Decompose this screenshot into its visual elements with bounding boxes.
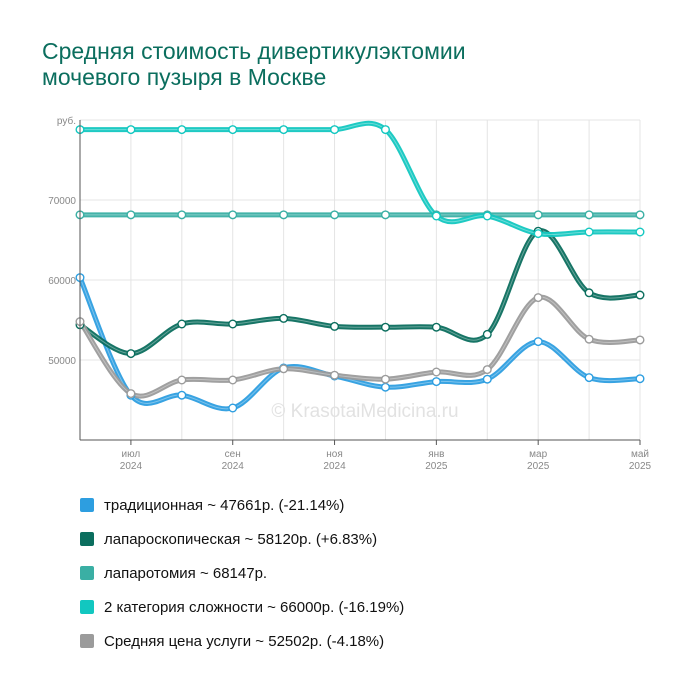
series-5-point: [228, 375, 238, 385]
series-3-point: [380, 210, 390, 220]
chart-title-line-2: мочевого пузыря в Москве: [42, 64, 327, 90]
series-2-point: [635, 290, 645, 300]
series-2-point: [431, 322, 441, 332]
series-1-point: [380, 382, 390, 392]
series-3-point: [635, 210, 645, 220]
legend-item-5: Средняя цена услуги ~ 52502р. (-4.18%): [80, 624, 680, 658]
grid-layer: [79, 119, 641, 440]
series-5-point: [126, 389, 136, 399]
series-3-point: [533, 210, 543, 220]
y-tick-label: 50000: [48, 356, 76, 367]
series-3-point: [279, 210, 289, 220]
legend-item-1: традиционная ~ 47661р. (-21.14%): [80, 488, 680, 522]
x-tick-label-month: сен: [225, 449, 241, 460]
series-2-point: [126, 349, 136, 359]
series-4-point: [584, 227, 594, 237]
series-5-point: [279, 364, 289, 374]
series-2-point: [584, 288, 594, 298]
series-2-point: [482, 329, 492, 339]
series-1-point: [635, 374, 645, 384]
series-3-point: [126, 210, 136, 220]
series-5-line: [77, 294, 643, 399]
y-tick-label: 70000: [48, 196, 76, 207]
series-4-point: [533, 229, 543, 239]
series-1-point: [533, 337, 543, 347]
series-3-point: [228, 210, 238, 220]
chart-title-line-1: Средняя стоимость дивертикулэктомии: [42, 38, 466, 64]
legend-swatch: [80, 498, 94, 512]
series-1-point: [584, 373, 594, 383]
legend-item-2: лапароскопическая ~ 58120р. (+6.83%): [80, 522, 680, 556]
series-layer: [77, 120, 643, 412]
watermark: © KrasotaiMedicina.ru: [271, 401, 458, 422]
series-2-point: [330, 321, 340, 331]
legend-label: лапаротомия ~ 68147р.: [104, 564, 268, 582]
legend-swatch: [80, 600, 94, 614]
series-5-point: [635, 335, 645, 345]
legend-swatch: [80, 566, 94, 580]
series-2-point: [177, 319, 187, 329]
series-4-point: [482, 211, 492, 221]
y-tick-label: 60000: [48, 276, 76, 287]
series-5-point: [482, 365, 492, 375]
series-5-point: [584, 334, 594, 344]
legend-swatch: [80, 532, 94, 546]
x-tick-label-month: июл: [122, 449, 141, 460]
series-5-point: [380, 374, 390, 384]
series-4-point: [330, 125, 340, 135]
x-tick-label-year: 2024: [323, 461, 346, 470]
chart-title: Средняя стоимость дивертикулэктомии моче…: [42, 38, 662, 90]
legend-label: традиционная ~ 47661р. (-21.14%): [104, 496, 345, 514]
x-tick-label-year: 2025: [527, 461, 550, 470]
series-1-point: [431, 377, 441, 387]
series-4-point: [431, 211, 441, 221]
line-chart: © KrasotaiMedicina.ru руб.50000600007000…: [48, 115, 651, 470]
series-4-line-highlight: [80, 122, 641, 236]
x-tick-label-year: 2025: [629, 461, 652, 470]
axis-layer: руб.500006000070000июл2024сен2024ноя2024…: [48, 115, 651, 470]
series-2-point: [380, 322, 390, 332]
y-axis-unit-label: руб.: [57, 115, 76, 127]
legend-label: 2 категория сложности ~ 66000р. (-16.19%…: [104, 598, 405, 616]
series-4-point: [126, 125, 136, 135]
series-2-point: [228, 319, 238, 329]
series-3-point: [177, 210, 187, 220]
x-tick-label-month: мар: [529, 449, 547, 460]
series-4-line: [77, 120, 643, 238]
series-5-line-highlight: [79, 296, 641, 397]
x-tick-label-month: янв: [428, 449, 444, 460]
series-4-point: [177, 125, 187, 135]
series-5-point: [177, 375, 187, 385]
legend: традиционная ~ 47661р. (-21.14%) лапароск…: [80, 488, 680, 658]
series-1-point: [228, 403, 238, 413]
legend-label: Средняя цена услуги ~ 52502р. (-4.18%): [104, 632, 385, 650]
x-tick-label-month: май: [631, 449, 649, 460]
legend-item-4: 2 категория сложности ~ 66000р. (-16.19%…: [80, 590, 680, 624]
x-tick-label-year: 2025: [425, 461, 448, 470]
series-4-point: [279, 125, 289, 135]
x-tick-label-year: 2024: [120, 461, 143, 470]
series-5-point: [330, 370, 340, 380]
series-3-point: [584, 210, 594, 220]
legend-item-3: лапаротомия ~ 68147р.: [80, 556, 680, 590]
series-5-point: [533, 293, 543, 303]
points-layer: [75, 125, 645, 413]
x-tick-label-month: ноя: [326, 449, 343, 460]
series-5-point: [431, 367, 441, 377]
series-3-point: [330, 210, 340, 220]
legend-label: лапароскопическая ~ 58120р. (+6.83%): [104, 530, 378, 548]
series-1-point: [177, 390, 187, 400]
x-tick-label-year: 2024: [222, 461, 245, 470]
legend-swatch: [80, 634, 94, 648]
series-1-point: [482, 374, 492, 384]
series-4-point: [228, 125, 238, 135]
series-4-point: [635, 227, 645, 237]
series-2-line-highlight: [79, 230, 641, 355]
series-2-point: [279, 313, 289, 323]
series-4-point: [380, 125, 390, 135]
